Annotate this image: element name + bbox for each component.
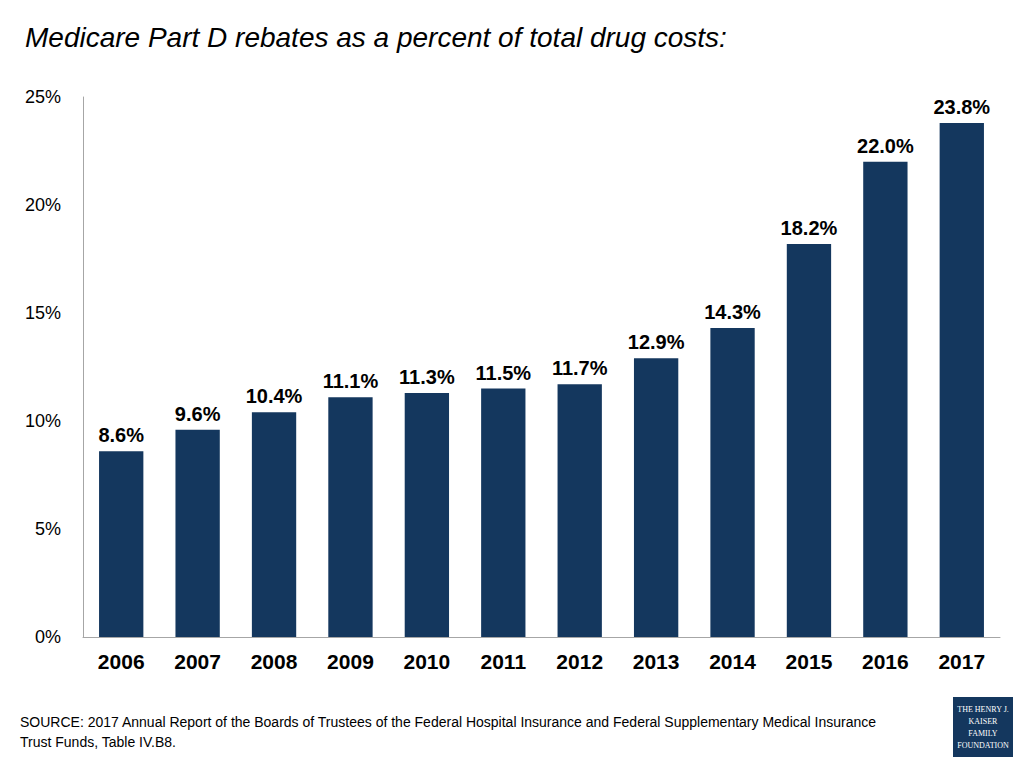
svg-text:2008: 2008 xyxy=(251,650,298,673)
svg-text:2013: 2013 xyxy=(633,650,680,673)
svg-text:SOURCE: 2017 Annual Report of: SOURCE: 2017 Annual Report of the Boards… xyxy=(20,714,880,730)
svg-text:18.2%: 18.2% xyxy=(781,217,838,239)
svg-text:5%: 5% xyxy=(35,519,61,539)
svg-text:Medicare Part D rebates as a p: Medicare Part D rebates as a percent of … xyxy=(25,22,727,53)
svg-text:2010: 2010 xyxy=(404,650,451,673)
svg-text:KAISER: KAISER xyxy=(969,717,999,726)
svg-text:11.3%: 11.3% xyxy=(399,366,455,388)
svg-text:FOUNDATION: FOUNDATION xyxy=(957,741,1009,750)
svg-text:11.5%: 11.5% xyxy=(475,362,531,384)
svg-text:22.0%: 22.0% xyxy=(857,135,914,157)
svg-text:2011: 2011 xyxy=(481,650,527,673)
svg-text:2015: 2015 xyxy=(786,650,833,673)
svg-text:2016: 2016 xyxy=(862,650,909,673)
svg-text:2012: 2012 xyxy=(556,650,603,673)
svg-text:0%: 0% xyxy=(35,627,61,647)
svg-text:Trust Funds, Table IV.B8.: Trust Funds, Table IV.B8. xyxy=(20,734,176,750)
svg-text:2007: 2007 xyxy=(174,650,221,673)
svg-text:THE HENRY J.: THE HENRY J. xyxy=(957,705,1008,714)
svg-text:25%: 25% xyxy=(25,87,61,107)
svg-text:12.9%: 12.9% xyxy=(628,331,685,353)
svg-text:23.8%: 23.8% xyxy=(933,96,990,118)
svg-text:2014: 2014 xyxy=(709,650,756,673)
svg-text:8.6%: 8.6% xyxy=(98,424,144,446)
svg-text:FAMILY: FAMILY xyxy=(968,729,997,738)
svg-text:15%: 15% xyxy=(25,303,61,323)
svg-text:10.4%: 10.4% xyxy=(246,385,303,407)
svg-text:20%: 20% xyxy=(25,195,61,215)
svg-text:9.6%: 9.6% xyxy=(175,403,221,425)
svg-text:2006: 2006 xyxy=(98,650,145,673)
svg-text:11.1%: 11.1% xyxy=(323,370,379,392)
svg-text:2009: 2009 xyxy=(327,650,374,673)
svg-text:14.3%: 14.3% xyxy=(704,301,761,323)
svg-text:11.7%: 11.7% xyxy=(552,357,608,379)
svg-text:2017: 2017 xyxy=(938,650,985,673)
svg-text:10%: 10% xyxy=(25,411,61,431)
